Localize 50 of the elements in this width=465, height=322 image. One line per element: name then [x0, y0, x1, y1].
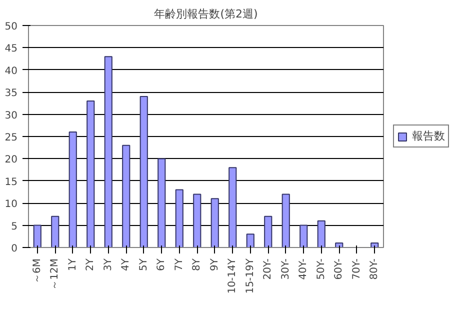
x-tick-label: 9Y [209, 258, 220, 271]
x-tick-label: 60Y- [334, 258, 345, 280]
bar [140, 96, 148, 248]
x-tick-label: 5Y [138, 258, 150, 271]
bar [122, 144, 130, 248]
x-tick-label: 4Y [120, 258, 132, 271]
y-tick-label: 50 [4, 22, 18, 32]
y-tick-label: 35 [4, 88, 18, 100]
x-tick-label: ～12M [50, 258, 61, 290]
x-tick-label: 40Y- [298, 258, 310, 280]
bar [300, 224, 308, 248]
x-tick-label: 10-14Y [227, 258, 238, 294]
y-tick-label: 25 [4, 132, 18, 144]
y-tick-label: 10 [4, 199, 18, 210]
x-tick-label: 3Y [102, 258, 114, 271]
bar [228, 167, 237, 248]
x-tick-label: 20Y- [262, 258, 274, 280]
bar [51, 216, 60, 248]
x-tick-label: 50Y- [316, 258, 327, 280]
x-tick-label: ～6M [32, 258, 43, 284]
y-tick-label: 5 [11, 221, 18, 232]
bar [86, 100, 95, 248]
bar [175, 189, 184, 248]
bar [317, 220, 326, 248]
bar [104, 56, 112, 248]
y-tick-label: 45 [4, 44, 18, 55]
bar [33, 224, 42, 248]
x-tick-label: 80Y- [369, 258, 380, 280]
x-tick-label: 2Y [85, 258, 96, 271]
x-tick-label: 7Y [174, 258, 185, 271]
y-tick-label: 20 [4, 154, 18, 166]
legend-label: 報告数 [412, 128, 445, 144]
y-tick-label: 40 [4, 66, 18, 77]
x-tick-label: 70Y- [351, 258, 362, 280]
bar [210, 198, 219, 248]
bar [158, 158, 166, 248]
x-tick-label: 1Y [67, 258, 78, 271]
y-tick-label: 0 [11, 244, 18, 254]
chart-title: 年齢別報告数(第2週) [154, 8, 258, 20]
x-tick-label: 30Y- [280, 258, 292, 280]
y-tick-label: 30 [4, 110, 18, 122]
bar [282, 194, 290, 248]
x-tick-label: 15-19Y [244, 258, 256, 294]
x-tick-label: 6Y [156, 258, 168, 271]
bar [68, 132, 77, 248]
y-tick-label: 15 [4, 176, 18, 188]
bar [193, 194, 202, 248]
bar [246, 234, 254, 248]
x-tick-label: 8Y [192, 258, 203, 271]
bar [264, 216, 272, 248]
